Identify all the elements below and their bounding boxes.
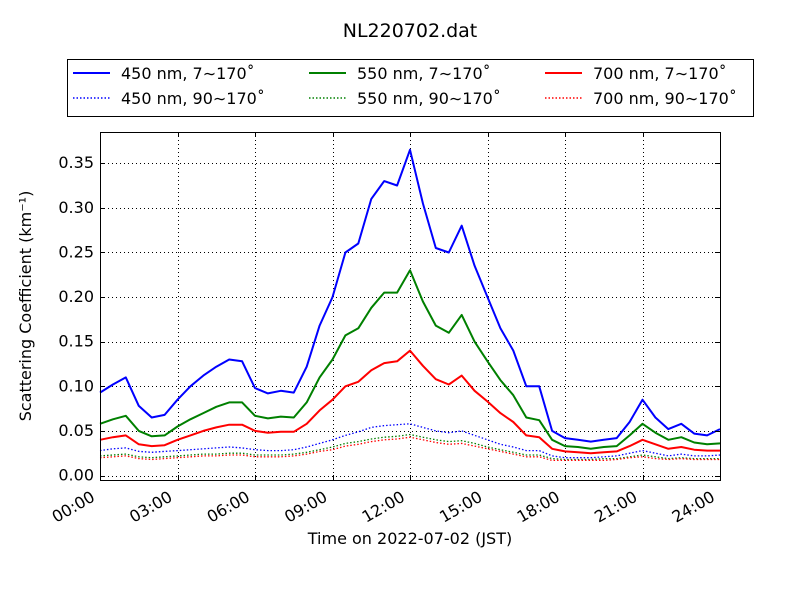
y-tick-label: 0.20: [58, 287, 94, 306]
x-tick-label: 03:00: [126, 487, 175, 527]
y-tick-label: 0.25: [58, 242, 94, 261]
x-tick-label: 21:00: [591, 487, 640, 527]
x-axis-label: Time on 2022-07-02 (JST): [307, 529, 512, 548]
series-layer: [99, 148, 721, 462]
plot-area: [99, 132, 721, 481]
x-tick-label: 09:00: [281, 487, 330, 527]
y-tick-label: 0.05: [58, 421, 94, 440]
legend-label: 700 nm, 90∼170˚: [593, 89, 737, 108]
x-tick-label: 00:00: [49, 487, 98, 527]
legend-label: 450 nm, 7∼170˚: [121, 64, 255, 83]
plot-background: [100, 132, 720, 480]
y-tick-label: 0.30: [58, 198, 94, 217]
legend-items: 450 nm, 7∼170˚ 450 nm, 90∼170˚ 550 nm, 7∼1…: [73, 64, 737, 108]
series-line: [99, 269, 721, 450]
chart-title: NL220702.dat: [343, 20, 478, 42]
legend-label: 550 nm, 90∼170˚: [357, 89, 501, 108]
x-tick-label: 15:00: [436, 487, 485, 527]
x-tick-label: 24:00: [669, 487, 718, 527]
y-tick-label: 0.15: [58, 332, 94, 351]
x-tick-label: 18:00: [514, 487, 563, 527]
legend-box: [67, 59, 754, 117]
ticks: [100, 132, 721, 480]
legend-label: 700 nm, 7∼170˚: [593, 64, 727, 83]
y-tick-label: 0.35: [58, 153, 94, 172]
legend-label: 550 nm, 7∼170˚: [357, 64, 491, 83]
series-line: [99, 433, 720, 461]
x-tick-labels: 00:00 03:00 06:00 09:00 12:00 15:00 18:00 21:00…: [49, 487, 718, 527]
y-axis-label: Scattering Coefficient (km⁻¹): [16, 191, 35, 422]
grid: [100, 132, 720, 480]
x-tick-label: 06:00: [204, 487, 253, 527]
legend: 450 nm, 7∼170˚ 450 nm, 90∼170˚ 550 nm, 7∼1…: [67, 59, 754, 117]
legend-label: 450 nm, 90∼170˚: [121, 89, 265, 108]
y-tick-label: 0.00: [58, 466, 94, 485]
series-line: [99, 148, 721, 443]
series-line: [99, 436, 720, 462]
y-tick-label: 0.10: [58, 376, 94, 395]
y-tick-labels: 0.00 0.05 0.10 0.15 0.20 0.25 0.30 0.35: [58, 153, 94, 484]
series-line: [99, 349, 720, 455]
x-tick-label: 12:00: [359, 487, 408, 527]
